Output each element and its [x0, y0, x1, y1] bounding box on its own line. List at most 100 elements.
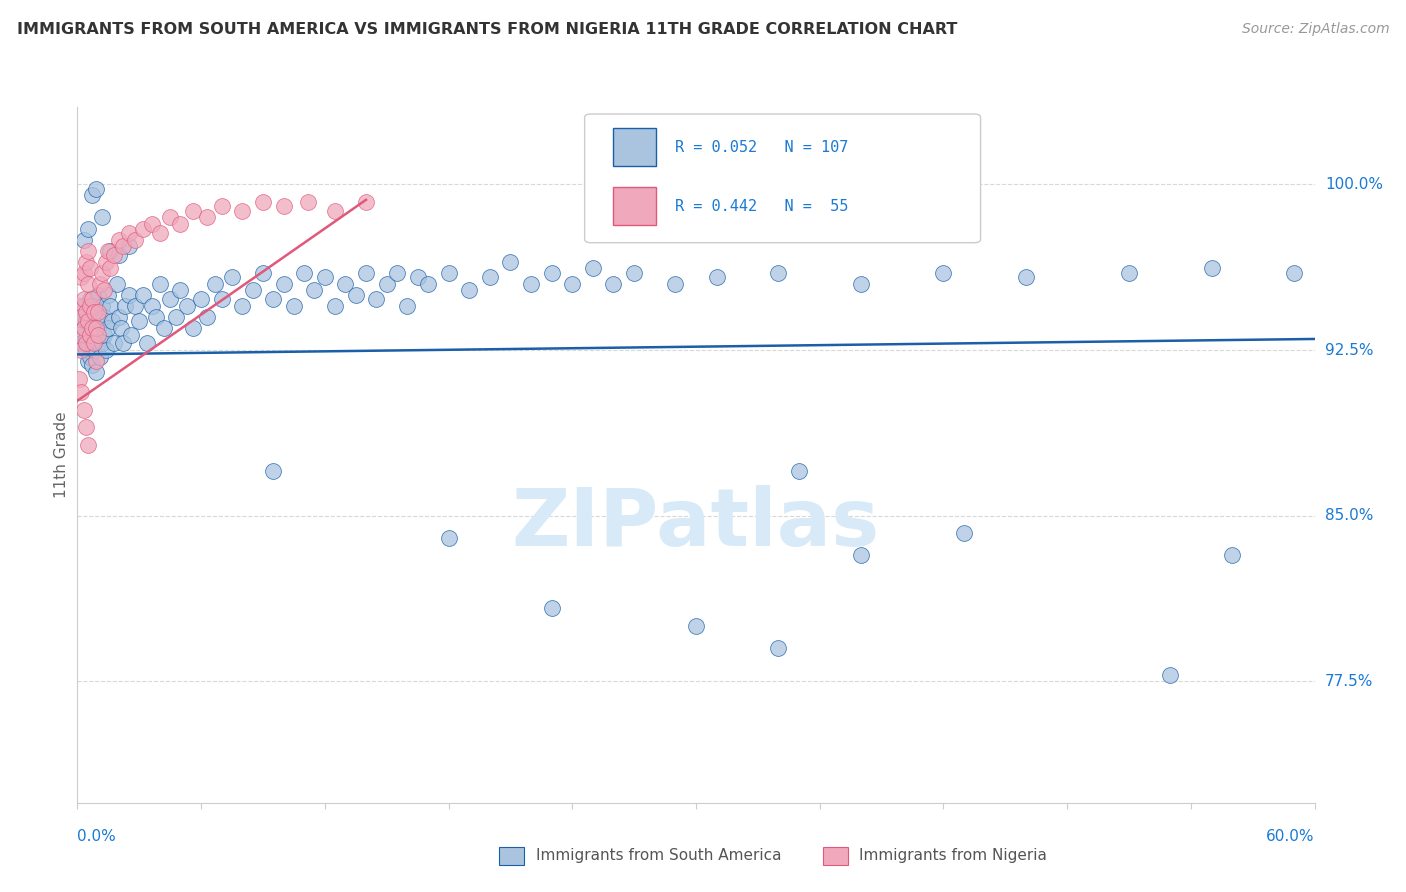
Point — [96, 254, 118, 268]
Point — [83, 305, 105, 319]
Point — [932, 266, 955, 280]
Point — [70, 343, 93, 357]
Point — [366, 292, 388, 306]
Point — [72, 266, 94, 280]
Point — [292, 266, 315, 280]
Point — [75, 332, 97, 346]
Point — [79, 327, 101, 342]
Point — [252, 266, 274, 280]
Point — [98, 261, 121, 276]
Point — [84, 310, 107, 324]
Point — [132, 287, 155, 301]
Point — [103, 248, 125, 262]
Point — [114, 299, 136, 313]
Text: 60.0%: 60.0% — [1267, 830, 1315, 845]
Point — [1015, 270, 1038, 285]
Point — [231, 203, 253, 218]
Point — [97, 287, 120, 301]
Point — [72, 299, 94, 313]
Point — [195, 310, 218, 324]
Point — [80, 332, 103, 346]
Point — [105, 277, 128, 291]
Point — [195, 211, 218, 225]
Text: 77.5%: 77.5% — [1324, 673, 1374, 689]
Point — [540, 601, 562, 615]
Point — [136, 336, 159, 351]
Point — [67, 372, 90, 386]
Point — [149, 226, 172, 240]
Point — [849, 549, 872, 563]
Point — [76, 438, 98, 452]
Point — [416, 277, 439, 291]
Point — [273, 199, 295, 213]
Point — [107, 310, 129, 324]
Point — [93, 284, 115, 298]
Point — [76, 244, 98, 258]
Point — [98, 299, 121, 313]
Point — [211, 292, 233, 306]
Point — [83, 327, 105, 342]
Point — [93, 310, 115, 324]
Point — [953, 526, 976, 541]
Point — [79, 299, 101, 313]
Point — [283, 299, 305, 313]
Point — [396, 299, 419, 313]
Point — [80, 314, 103, 328]
Point — [67, 327, 90, 342]
Point — [458, 284, 481, 298]
Point — [706, 270, 728, 285]
Point — [120, 327, 142, 342]
Point — [252, 194, 274, 209]
Point — [75, 254, 97, 268]
Point — [169, 284, 191, 298]
Text: ZIPatlas: ZIPatlas — [512, 485, 880, 564]
Point — [75, 343, 97, 357]
Point — [1282, 266, 1305, 280]
Point — [83, 343, 105, 357]
Point — [111, 239, 134, 253]
Text: Source: ZipAtlas.com: Source: ZipAtlas.com — [1241, 22, 1389, 37]
Point — [97, 244, 120, 258]
Point — [87, 336, 110, 351]
Point — [204, 277, 226, 291]
Point — [80, 359, 103, 373]
Point — [787, 465, 810, 479]
Point — [165, 310, 187, 324]
Point — [124, 233, 146, 247]
Point — [76, 336, 98, 351]
Point — [110, 321, 132, 335]
Point — [89, 277, 111, 291]
Point — [354, 266, 377, 280]
Point — [84, 365, 107, 379]
Point — [67, 327, 90, 342]
Point — [499, 254, 522, 268]
Point — [70, 270, 93, 285]
Point — [75, 336, 97, 351]
Point — [118, 287, 141, 301]
Point — [84, 321, 107, 335]
Point — [323, 203, 346, 218]
Point — [87, 305, 110, 319]
Point — [242, 284, 264, 298]
Point — [107, 233, 129, 247]
Point — [91, 211, 114, 225]
Point — [84, 182, 107, 196]
Point — [176, 299, 198, 313]
Point — [623, 266, 645, 280]
Point — [91, 299, 114, 313]
Point — [141, 217, 163, 231]
Point — [231, 299, 253, 313]
Point — [83, 299, 105, 313]
Point — [111, 336, 134, 351]
Text: Immigrants from Nigeria: Immigrants from Nigeria — [859, 848, 1047, 863]
Point — [169, 217, 191, 231]
Point — [93, 327, 115, 342]
Point — [67, 299, 90, 313]
Point — [91, 266, 114, 280]
Point — [70, 336, 93, 351]
Point — [221, 270, 243, 285]
Point — [181, 321, 204, 335]
Point — [297, 194, 319, 209]
Text: IMMIGRANTS FROM SOUTH AMERICA VS IMMIGRANTS FROM NIGERIA 11TH GRADE CORRELATION : IMMIGRANTS FROM SOUTH AMERICA VS IMMIGRA… — [17, 22, 957, 37]
Point — [273, 277, 295, 291]
